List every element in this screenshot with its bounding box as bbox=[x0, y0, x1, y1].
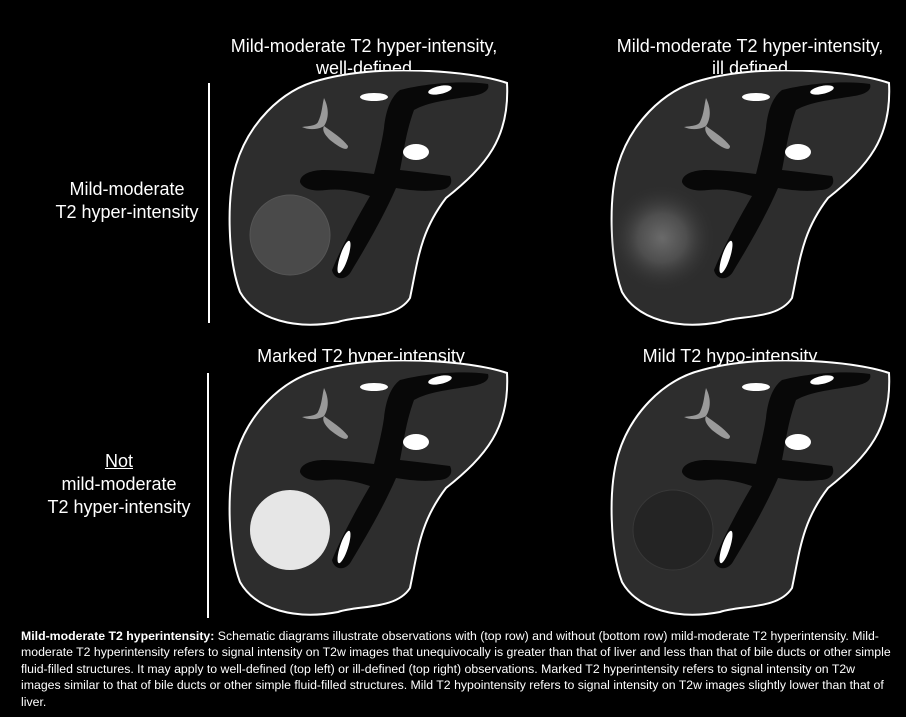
row-label-bottom: Not mild-moderate T2 hyper-intensity bbox=[24, 450, 214, 519]
row-label-line: T2 hyper-intensity bbox=[47, 497, 191, 517]
liver-shape bbox=[610, 360, 891, 616]
liver-shape bbox=[228, 70, 509, 326]
lesion-mild-moderate-ill-defined bbox=[610, 184, 716, 292]
liver-diagram-bottom-left bbox=[228, 360, 509, 616]
liver-diagram-top-right bbox=[610, 70, 891, 326]
liver-shape bbox=[228, 360, 509, 616]
figure-caption: Mild-moderate T2 hyperintensity: Schemat… bbox=[21, 628, 893, 710]
panel-title-line: Mild-moderate T2 hyper-intensity, bbox=[616, 36, 884, 56]
row-divider-top bbox=[208, 83, 210, 323]
panel-title-line: Mild-moderate T2 hyper-intensity, bbox=[230, 36, 498, 56]
caption-body: Schematic diagrams illustrate observatio… bbox=[21, 629, 891, 709]
lesion-marked-hyperintensity bbox=[250, 490, 330, 570]
row-divider-bottom bbox=[207, 373, 209, 618]
row-label-line: T2 hyper-intensity bbox=[55, 202, 199, 222]
liver-diagram-top-left bbox=[228, 70, 509, 326]
lesion-mild-moderate-well-defined bbox=[249, 194, 331, 276]
lesion-mild-hypointensity bbox=[632, 489, 714, 571]
caption-heading: Mild-moderate T2 hyperintensity: bbox=[21, 629, 215, 643]
row-label-negation: Not bbox=[104, 451, 133, 471]
row-label-line: Mild-moderate bbox=[69, 179, 185, 199]
liver-diagram-bottom-right bbox=[610, 360, 891, 616]
row-label-top: Mild-moderate T2 hyper-intensity bbox=[32, 178, 222, 224]
row-label-line: mild-moderate bbox=[61, 474, 177, 494]
